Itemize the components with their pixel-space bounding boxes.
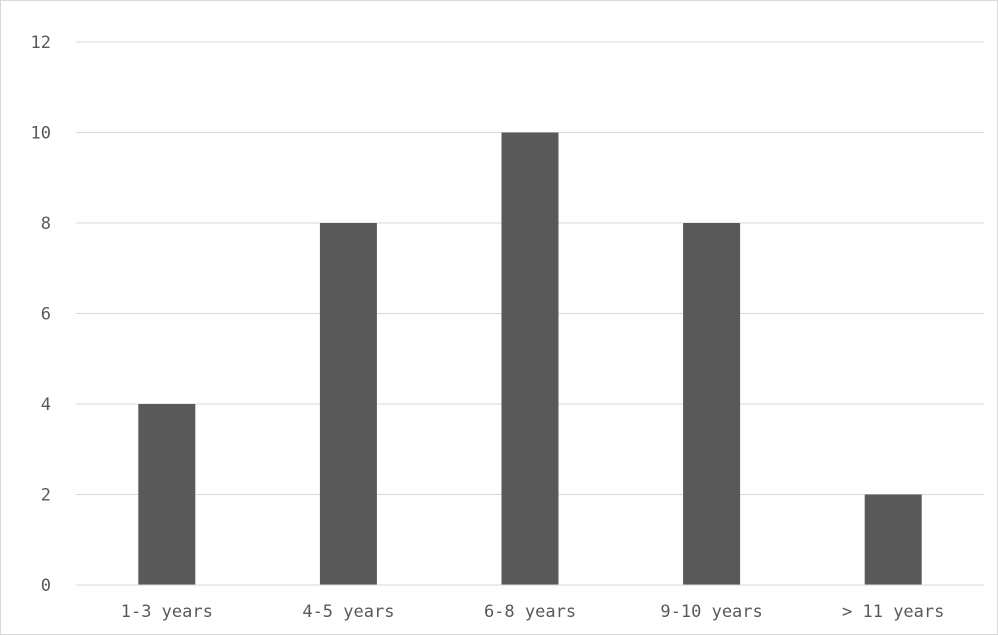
y-tick-label: 4: [41, 395, 51, 415]
bar-4: [864, 494, 922, 585]
bars: [138, 132, 922, 585]
y-tick-label: 8: [41, 214, 51, 234]
x-tick-label: 1-3 years: [121, 602, 213, 622]
y-tick-label: 6: [41, 305, 51, 325]
bar-2: [501, 132, 559, 585]
bar-0: [138, 404, 196, 585]
bar-1: [319, 223, 377, 585]
x-tick-label: 9-10 years: [660, 602, 762, 622]
bar-3: [683, 223, 741, 585]
y-tick-label: 10: [31, 124, 51, 144]
y-tick-label: 0: [41, 576, 51, 596]
y-tick-label: 12: [31, 33, 51, 53]
x-tick-label: 6-8 years: [484, 602, 576, 622]
x-axis-ticks: 1-3 years 4-5 years 6-8 years 9-10 years > 1…: [121, 602, 945, 622]
y-axis-ticks: 0 2 4 6 8 10 12: [31, 33, 51, 596]
x-tick-label: > 11 years: [842, 602, 944, 622]
y-tick-label: 2: [41, 486, 51, 506]
x-tick-label: 4-5 years: [302, 602, 394, 622]
